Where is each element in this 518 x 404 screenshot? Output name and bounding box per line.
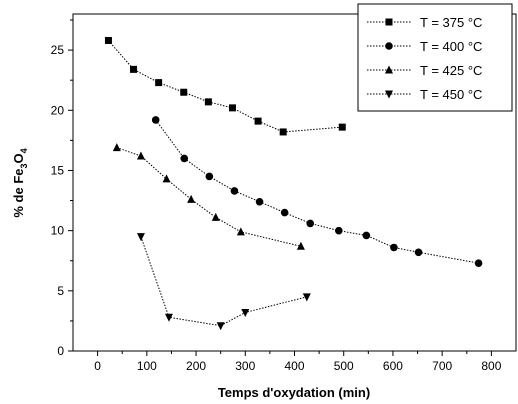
data-point xyxy=(216,322,225,331)
data-point xyxy=(151,116,160,124)
data-point xyxy=(104,36,112,44)
data-point xyxy=(414,248,423,257)
y-tick-label: 20 xyxy=(51,103,65,117)
series-2 xyxy=(151,116,483,267)
series-line xyxy=(155,119,479,264)
data-point xyxy=(255,197,264,206)
data-point xyxy=(228,104,236,112)
data-point xyxy=(296,241,305,250)
x-tick-label: 200 xyxy=(186,359,206,373)
x-tick-label: 0 xyxy=(94,359,101,373)
legend-label: T = 400 °C xyxy=(420,39,482,54)
y-axis-title: % de Fe3O4 xyxy=(11,148,29,217)
data-point xyxy=(136,233,145,242)
y-tick-label: 25 xyxy=(51,43,65,57)
x-tick-label: 100 xyxy=(137,359,157,373)
data-point xyxy=(130,65,138,73)
data-point xyxy=(180,88,188,96)
axis-ticks: 0 100 200 300 400 500 600 700 800 0 5 10 15 20 25 xyxy=(51,19,502,373)
series-line xyxy=(108,40,343,133)
y-tick-label: 15 xyxy=(51,163,65,177)
legend-marker xyxy=(385,18,393,26)
x-tick-label: 300 xyxy=(235,359,255,373)
series-4 xyxy=(136,233,311,331)
x-tick-label: 400 xyxy=(284,359,304,373)
data-point xyxy=(280,208,289,217)
data-point xyxy=(155,79,163,87)
series-line xyxy=(140,236,307,327)
data-point xyxy=(211,212,220,221)
data-point xyxy=(390,243,398,252)
y-tick-label: 10 xyxy=(51,224,65,238)
y-tick-label: 5 xyxy=(57,284,64,298)
legend-entry: T = 400 °C xyxy=(367,39,482,54)
data-point xyxy=(236,227,245,236)
legend-marker xyxy=(385,90,393,99)
data-point xyxy=(205,172,214,181)
data-point xyxy=(362,231,371,240)
data-point xyxy=(180,154,189,163)
series-1 xyxy=(104,36,346,136)
legend-entry: T = 375 °C xyxy=(367,15,482,30)
data-point xyxy=(230,187,239,195)
series-layer xyxy=(104,36,483,331)
data-point xyxy=(112,143,121,152)
data-point xyxy=(136,151,145,160)
data-point xyxy=(164,313,173,322)
data-point xyxy=(335,226,343,235)
x-tick-label: 500 xyxy=(334,359,354,373)
legend-marker xyxy=(385,65,393,74)
legend-box xyxy=(357,3,513,112)
legend-label: T = 375 °C xyxy=(420,15,482,30)
y-tick-label: 0 xyxy=(57,344,64,358)
data-point xyxy=(474,259,483,267)
data-point xyxy=(306,219,315,228)
legend-entry: T = 450 °C xyxy=(367,87,482,102)
legend-marker xyxy=(385,42,393,50)
series-3 xyxy=(112,143,305,250)
data-point xyxy=(187,194,196,203)
legend: T = 375 °C T = 400 °C T = 425 °C T = 450 °C xyxy=(357,3,513,112)
x-tick-label: 700 xyxy=(432,359,452,373)
data-point xyxy=(162,174,171,183)
x-tick-label: 800 xyxy=(481,359,501,373)
series-line xyxy=(116,147,302,247)
data-point xyxy=(241,308,250,317)
data-point xyxy=(279,128,287,136)
x-tick-label: 600 xyxy=(383,359,403,373)
data-point xyxy=(302,293,311,302)
data-point xyxy=(254,117,262,125)
legend-entry: T = 425 °C xyxy=(367,63,482,78)
data-point xyxy=(204,98,212,106)
data-point xyxy=(338,123,346,131)
legend-label: T = 425 °C xyxy=(420,63,482,78)
legend-label: T = 450 °C xyxy=(420,87,482,102)
x-axis-title: Temps d'oxydation (min) xyxy=(218,385,370,400)
